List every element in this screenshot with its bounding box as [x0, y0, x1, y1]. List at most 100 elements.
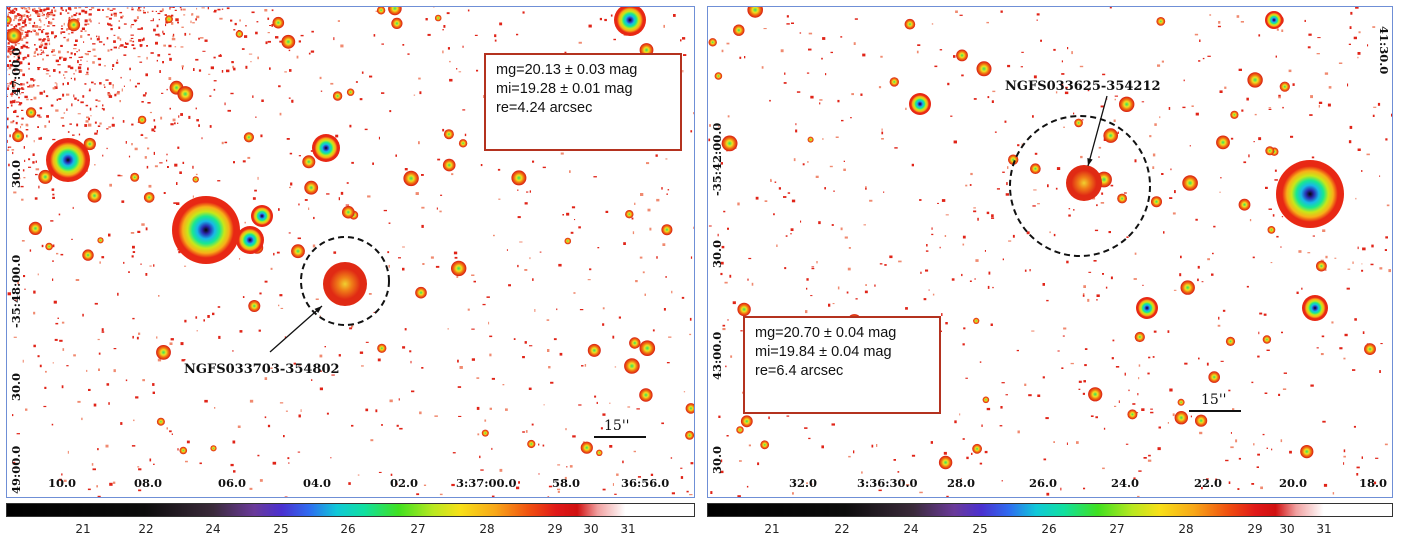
noise-speck — [1280, 439, 1283, 443]
noise-speck — [969, 184, 972, 186]
noise-speck — [587, 279, 591, 281]
noise-speck — [946, 495, 949, 497]
noise-speck — [9, 51, 13, 55]
noise-speck — [793, 158, 796, 162]
noise-speck — [257, 454, 260, 457]
noise-speck — [288, 462, 290, 464]
noise-speck — [87, 488, 91, 491]
noise-speck — [52, 244, 55, 248]
bright-star — [312, 134, 340, 162]
left-ra-tick: 02.0 — [390, 476, 419, 490]
noise-speck — [564, 476, 567, 480]
noise-speck — [693, 226, 695, 229]
noise-speck — [534, 309, 536, 312]
noise-speck — [21, 87, 24, 90]
noise-speck — [62, 93, 65, 97]
noise-speck — [810, 295, 813, 297]
star — [38, 169, 53, 184]
noise-speck — [176, 182, 178, 185]
noise-speck — [1379, 175, 1381, 177]
noise-speck — [136, 16, 139, 19]
noise-speck — [476, 377, 480, 379]
noise-speck — [255, 116, 257, 118]
noise-speck — [335, 134, 339, 138]
noise-speck — [46, 115, 49, 118]
noise-speck — [449, 60, 451, 63]
noise-speck — [945, 322, 948, 325]
noise-speck — [319, 354, 323, 358]
noise-speck — [458, 415, 462, 417]
noise-speck — [34, 25, 39, 28]
star — [87, 188, 102, 203]
noise-speck — [9, 59, 12, 62]
star — [740, 415, 753, 428]
noise-speck — [131, 6, 134, 8]
noise-speck — [860, 93, 863, 96]
noise-speck — [43, 46, 48, 49]
noise-speck — [1114, 98, 1116, 101]
noise-speck — [456, 68, 458, 70]
noise-speck — [1061, 60, 1063, 63]
noise-speck — [105, 444, 109, 448]
noise-speck — [73, 44, 77, 46]
star — [982, 396, 990, 404]
noise-speck — [806, 482, 808, 484]
noise-speck — [718, 415, 721, 418]
noise-speck — [81, 417, 83, 421]
noise-speck — [1141, 101, 1145, 103]
noise-speck — [640, 193, 644, 196]
noise-speck — [195, 107, 197, 110]
noise-speck — [237, 425, 241, 428]
noise-speck — [916, 50, 919, 54]
noise-speck — [78, 70, 82, 73]
noise-speck — [1259, 312, 1263, 315]
noise-speck — [287, 457, 290, 460]
noise-speck — [1093, 260, 1097, 262]
star — [210, 445, 217, 452]
noise-speck — [602, 413, 606, 416]
noise-speck — [33, 140, 35, 143]
noise-speck — [132, 40, 135, 43]
noise-speck — [8, 47, 12, 51]
noise-speck — [72, 206, 74, 209]
noise-speck — [338, 354, 341, 357]
noise-speck — [84, 23, 87, 26]
noise-speck — [138, 332, 141, 335]
noise-speck — [145, 273, 148, 276]
noise-speck — [1207, 258, 1210, 261]
noise-speck — [1082, 392, 1085, 395]
noise-speck — [113, 40, 116, 43]
noise-speck — [1361, 456, 1363, 459]
noise-speck — [973, 210, 977, 213]
noise-speck — [661, 187, 663, 190]
noise-speck — [898, 260, 902, 263]
noise-speck — [279, 402, 284, 404]
noise-speck — [506, 249, 508, 251]
noise-speck — [1355, 6, 1359, 9]
noise-speck — [1249, 219, 1252, 222]
noise-speck — [120, 76, 122, 79]
noise-speck — [30, 78, 34, 81]
noise-speck — [1147, 459, 1152, 462]
star — [377, 343, 387, 353]
noise-speck — [69, 123, 72, 125]
noise-speck — [80, 56, 84, 58]
noise-speck — [221, 8, 224, 10]
noise-speck — [800, 220, 802, 223]
noise-speck — [462, 45, 464, 48]
noise-speck — [442, 50, 444, 54]
noise-speck — [612, 335, 615, 339]
noise-speck — [52, 138, 56, 141]
noise-speck — [112, 116, 114, 120]
noise-speck — [784, 267, 787, 270]
noise-speck — [123, 46, 128, 48]
noise-speck — [1388, 269, 1391, 273]
noise-speck — [90, 115, 92, 117]
noise-speck — [411, 390, 415, 393]
noise-speck — [365, 408, 369, 412]
noise-speck — [43, 68, 46, 70]
noise-speck — [84, 6, 88, 8]
noise-speck — [1065, 86, 1068, 89]
noise-speck — [88, 13, 92, 16]
star — [1267, 226, 1276, 234]
